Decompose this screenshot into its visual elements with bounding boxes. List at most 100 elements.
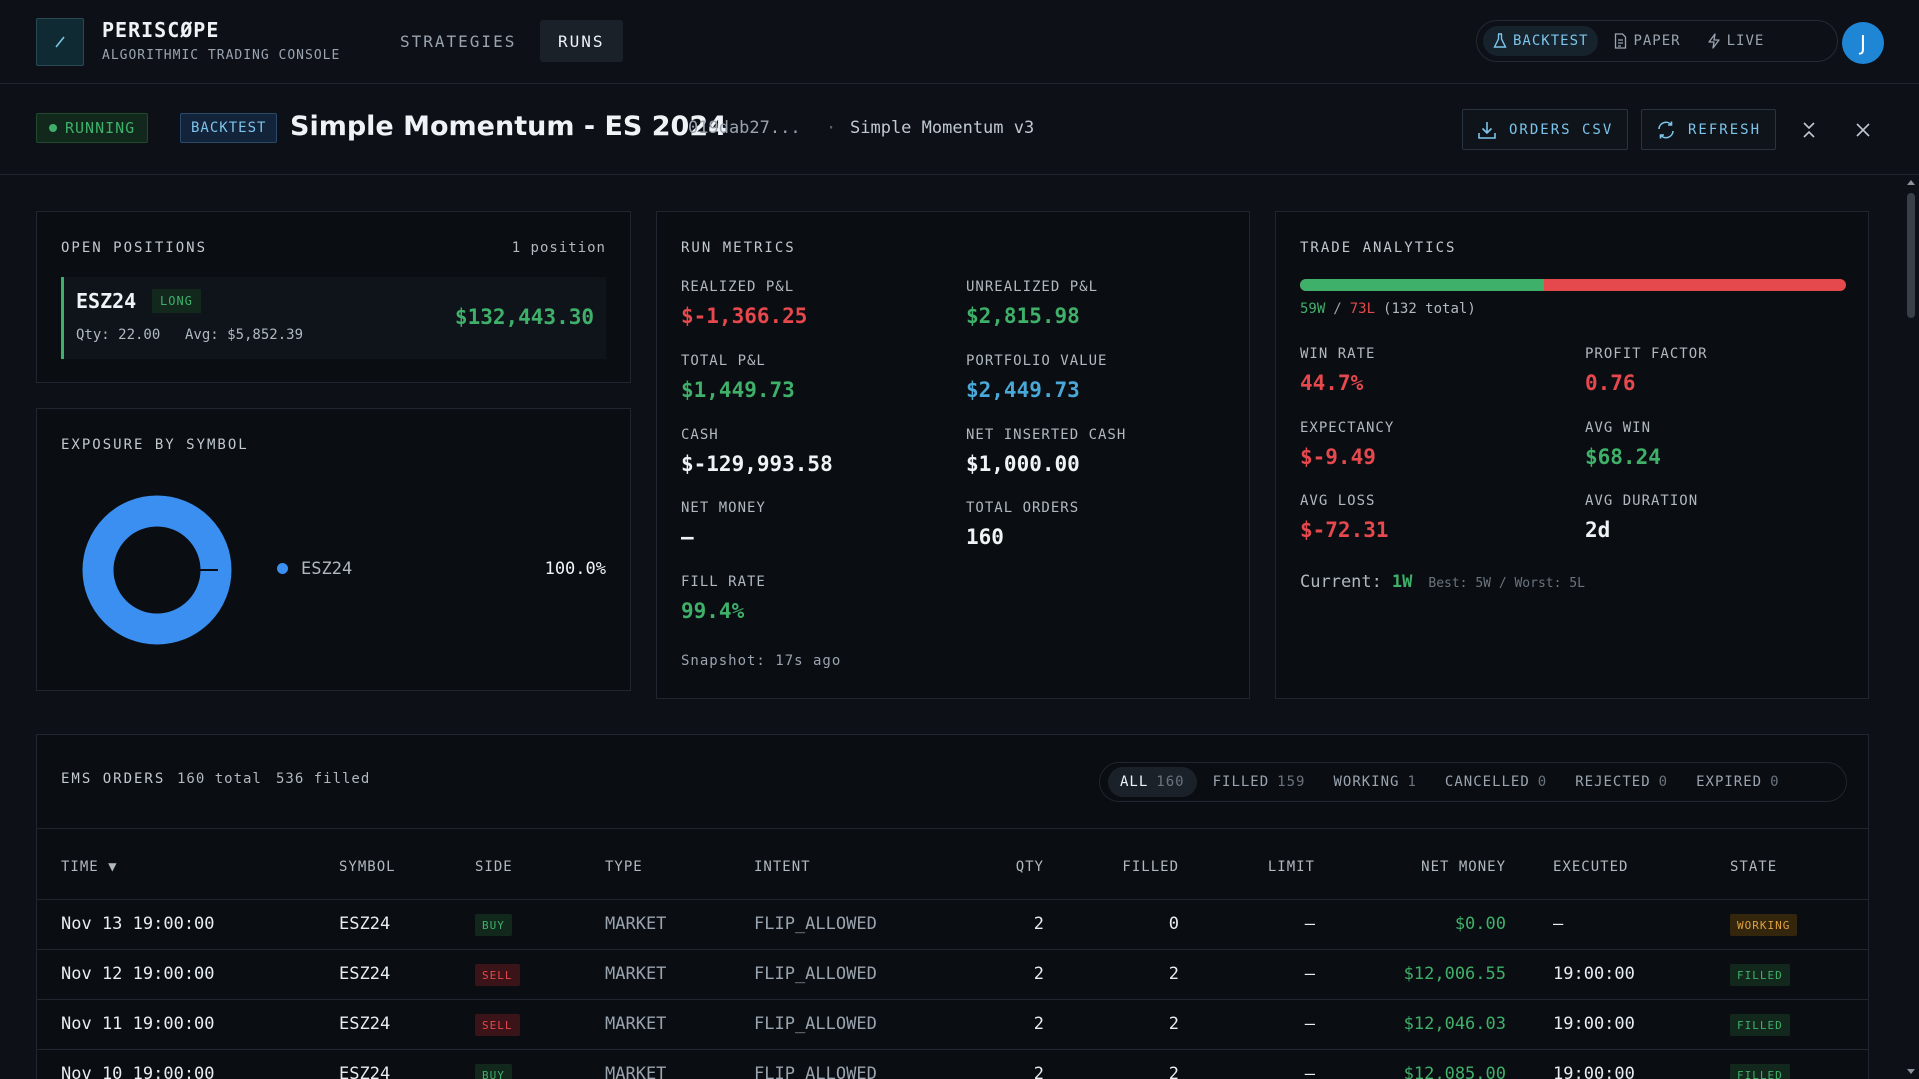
run-metrics-panel: RUN METRICS REALIZED P&L $-1,366.25 UNRE… — [656, 211, 1250, 699]
filter-filled[interactable]: FILLED 159 — [1201, 767, 1318, 797]
run-strategy-name[interactable]: Simple Momentum v3 — [850, 118, 1035, 138]
cell-type: MARKET — [605, 914, 667, 934]
orders-total: 160 total — [177, 771, 262, 787]
open-positions-count: 1 position — [511, 240, 606, 256]
cell-state-badge: FILLED — [1730, 964, 1790, 986]
col-intent[interactable]: INTENT — [754, 859, 811, 875]
cash-label: CASH — [681, 427, 719, 443]
filter-rejected-label: REJECTED — [1575, 774, 1651, 790]
filter-rejected[interactable]: REJECTED 0 — [1563, 767, 1680, 797]
filter-cancelled[interactable]: CANCELLED 0 — [1433, 767, 1559, 797]
col-limit[interactable]: LIMIT — [1267, 859, 1315, 875]
cash-value: $-129,993.58 — [681, 452, 833, 476]
mode-backtest[interactable]: BACKTEST — [1483, 26, 1599, 56]
expectancy-label: EXPECTANCY — [1300, 420, 1395, 436]
slash-logo-icon — [55, 36, 65, 48]
filter-cancelled-count: 0 — [1537, 774, 1548, 790]
filter-working[interactable]: WORKING 1 — [1321, 767, 1428, 797]
document-icon — [1615, 33, 1627, 49]
total-pnl-value: $1,449.73 — [681, 378, 795, 402]
collapse-icon — [1803, 122, 1815, 138]
col-net-money[interactable]: NET MONEY — [1421, 859, 1506, 875]
cell-symbol: ESZ24 — [339, 964, 391, 984]
total-orders-value: 160 — [966, 525, 1004, 549]
mode-backtest-label: BACKTEST — [1513, 33, 1589, 49]
cell-intent: FLIP_ALLOWED — [754, 1014, 877, 1034]
cell-time: Nov 10 19:00:00 — [61, 1064, 215, 1079]
col-qty[interactable]: QTY — [1015, 859, 1044, 875]
download-icon — [1478, 121, 1496, 139]
scroll-up-icon[interactable] — [1906, 178, 1916, 186]
cell-limit: — — [1304, 914, 1315, 934]
orders-csv-button[interactable]: ORDERS CSV — [1462, 109, 1629, 150]
cell-filled: 2 — [1168, 964, 1179, 984]
user-avatar[interactable]: J — [1842, 22, 1884, 64]
filter-working-count: 1 — [1407, 774, 1417, 790]
col-symbol[interactable]: SYMBOL — [339, 859, 396, 875]
unrealized-pnl-value: $2,815.98 — [966, 304, 1080, 328]
cell-type: MARKET — [605, 964, 667, 984]
win-loss-bar-win-fill — [1300, 279, 1545, 291]
table-row[interactable]: Nov 10 19:00:00 ESZ24 BUY MARKET FLIP_ALLOWE… — [37, 1050, 1868, 1079]
refresh-button[interactable]: REFRESH — [1641, 109, 1777, 150]
run-id[interactable]: 019dab27... — [688, 118, 801, 138]
tab-strategies[interactable]: STRATEGIES — [400, 31, 517, 51]
filter-expired[interactable]: EXPIRED 0 — [1684, 767, 1791, 797]
collapse-button[interactable] — [1794, 115, 1824, 145]
filter-all-label: ALL — [1120, 774, 1149, 790]
bolt-icon — [1707, 33, 1720, 49]
orders-filter-group: ALL 160 FILLED 159 WORKING 1 CANCELLED 0… — [1099, 762, 1847, 802]
col-state[interactable]: STATE — [1730, 859, 1778, 875]
col-executed[interactable]: EXECUTED — [1553, 859, 1629, 875]
table-row[interactable]: Nov 11 19:00:00 ESZ24 SELL MARKET FLIP_ALLOW… — [37, 1000, 1868, 1050]
brand-subtitle: ALGORITHMIC TRADING CONSOLE — [102, 48, 341, 63]
col-side[interactable]: SIDE — [475, 859, 513, 875]
col-time[interactable]: TIME ▼ — [61, 859, 118, 875]
mode-live[interactable]: LIVE — [1697, 26, 1775, 56]
orders-filled: 536 filled — [276, 771, 371, 787]
win-rate-label: WIN RATE — [1300, 346, 1376, 362]
orders-title: EMS ORDERS — [61, 771, 166, 787]
status-dot-icon — [49, 124, 57, 132]
close-icon — [1856, 123, 1870, 137]
scroll-down-icon[interactable] — [1906, 1068, 1916, 1076]
cell-state-badge: FILLED — [1730, 1014, 1790, 1036]
cell-executed: 19:00:00 — [1553, 1064, 1635, 1079]
scroll-thumb[interactable] — [1907, 193, 1915, 318]
cell-intent: FLIP_ALLOWED — [754, 964, 877, 984]
tab-runs[interactable]: RUNS — [540, 20, 623, 62]
col-type[interactable]: TYPE — [605, 859, 643, 875]
cell-qty: 2 — [1033, 1064, 1044, 1079]
cell-executed: 19:00:00 — [1553, 1014, 1635, 1034]
table-row[interactable]: Nov 12 19:00:00 ESZ24 SELL MARKET FLIP_ALLOW… — [37, 950, 1868, 1000]
run-header: RUNNING BACKTEST Simple Momentum - ES 20… — [0, 85, 1919, 175]
win-loss-slash: / — [1333, 301, 1342, 317]
exposure-donut-chart — [82, 495, 232, 645]
trade-analytics-title: TRADE ANALYTICS — [1300, 240, 1457, 256]
filter-all[interactable]: ALL 160 — [1108, 767, 1197, 797]
filter-filled-count: 159 — [1277, 774, 1306, 790]
win-rate-value: 44.7% — [1300, 371, 1364, 395]
top-nav-bar: PERISCØPE ALGORITHMIC TRADING CONSOLE ST… — [0, 0, 1919, 84]
exposure-panel: EXPOSURE BY SYMBOL ESZ24 100.0% — [36, 408, 631, 691]
filter-expired-count: 0 — [1770, 774, 1780, 790]
close-button[interactable] — [1848, 115, 1878, 145]
net-money-label: NET MONEY — [681, 500, 766, 516]
open-positions-panel: OPEN POSITIONS 1 position ESZ24 LONG Qty… — [36, 211, 631, 383]
cell-type: MARKET — [605, 1064, 667, 1079]
realized-pnl-label: REALIZED P&L — [681, 279, 795, 295]
logo[interactable] — [36, 18, 84, 66]
open-positions-title: OPEN POSITIONS — [61, 240, 208, 256]
table-row[interactable]: Nov 13 19:00:00 ESZ24 BUY MARKET FLIP_ALLOWE… — [37, 900, 1868, 950]
mode-paper[interactable]: PAPER — [1604, 26, 1690, 56]
cell-type: MARKET — [605, 1014, 667, 1034]
page-scrollbar[interactable] — [1903, 175, 1919, 1079]
cell-side-badge: SELL — [475, 1014, 520, 1036]
orders-csv-label: ORDERS CSV — [1509, 121, 1614, 138]
cell-state-badge: WORKING — [1730, 914, 1798, 936]
avg-win-label: AVG WIN — [1585, 420, 1652, 436]
position-card[interactable]: ESZ24 LONG Qty: 22.00 Avg: $5,852.39 $13… — [61, 277, 606, 359]
cell-filled: 0 — [1168, 914, 1179, 934]
col-filled[interactable]: FILLED — [1122, 859, 1179, 875]
cell-state-badge: FILLED — [1730, 1064, 1790, 1079]
